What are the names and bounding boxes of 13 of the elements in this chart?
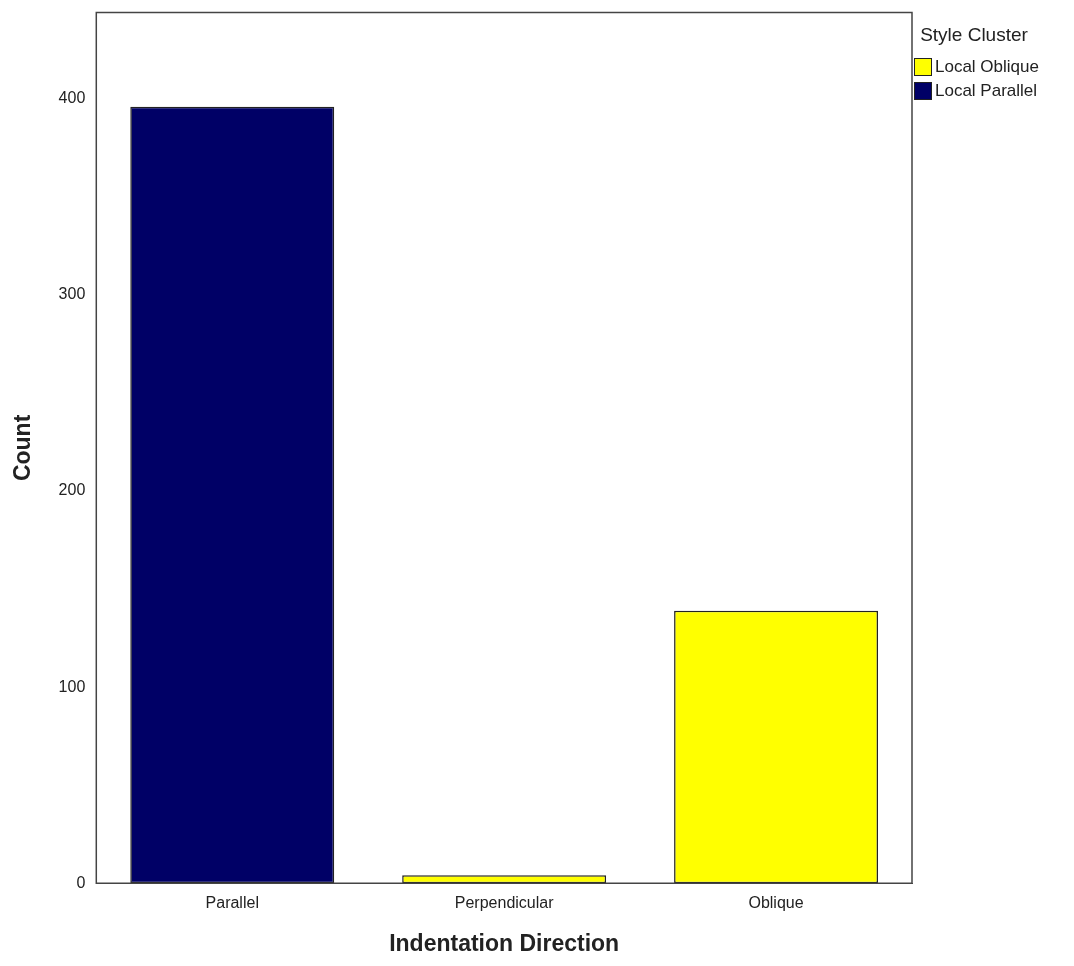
legend-title: Style Cluster [919,23,1029,47]
y-tick-label: 300 [58,285,86,303]
y-tick-label: 400 [58,89,86,107]
x-tick-label: Perpendicular [454,894,555,912]
y-tick-label: 0 [76,873,86,891]
y-axis-title: Count [9,414,36,482]
legend-label: Local Parallel [935,81,1038,101]
legend-label: Local Oblique [935,57,1039,77]
y-tick-label: 100 [58,677,86,695]
x-axis-title: Indentation Direction [389,929,620,956]
x-tick-label: Oblique [748,894,804,912]
y-tick-label: 200 [58,481,86,499]
x-tick-label: Parallel [205,894,259,912]
